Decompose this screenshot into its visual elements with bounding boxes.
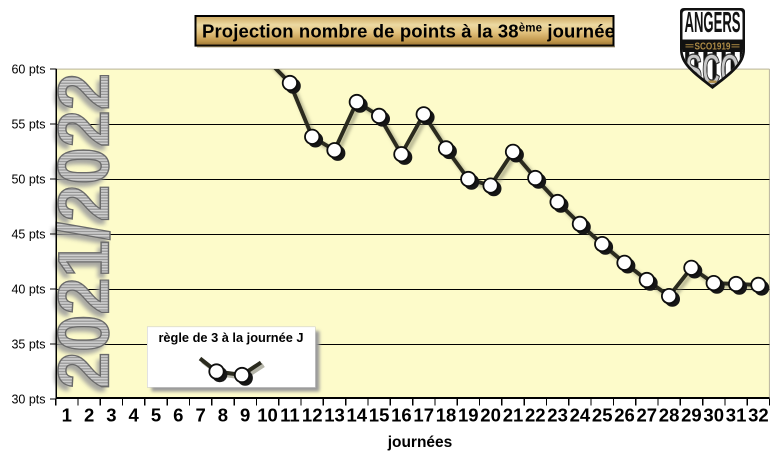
svg-text:SCO1919: SCO1919 (695, 41, 731, 52)
svg-text:35 pts: 35 pts (11, 338, 45, 352)
svg-text:15: 15 (369, 405, 390, 426)
svg-text:30: 30 (703, 405, 724, 426)
svg-text:19: 19 (458, 405, 479, 426)
svg-text:4: 4 (129, 405, 140, 426)
svg-text:10: 10 (257, 405, 278, 426)
svg-text:9: 9 (240, 405, 250, 426)
svg-text:Projection nombre de points à: Projection nombre de points à la 38ème j… (202, 20, 615, 41)
svg-text:5: 5 (151, 405, 161, 426)
svg-text:2: 2 (84, 405, 94, 426)
svg-text:25: 25 (592, 405, 613, 426)
svg-text:24: 24 (570, 405, 591, 426)
svg-text:40 pts: 40 pts (11, 283, 45, 297)
svg-text:20: 20 (480, 405, 501, 426)
svg-text:17: 17 (413, 405, 434, 426)
svg-text:28: 28 (659, 405, 680, 426)
svg-text:27: 27 (637, 405, 658, 426)
svg-text:29: 29 (681, 405, 702, 426)
svg-text:60 pts: 60 pts (11, 63, 45, 77)
svg-text:7: 7 (195, 405, 205, 426)
svg-text:13: 13 (324, 405, 345, 426)
svg-text:18: 18 (436, 405, 457, 426)
svg-text:21: 21 (503, 405, 524, 426)
svg-text:12: 12 (302, 405, 323, 426)
svg-text:31: 31 (726, 405, 747, 426)
svg-text:45 pts: 45 pts (11, 228, 45, 242)
svg-text:32: 32 (748, 405, 769, 426)
svg-text:50 pts: 50 pts (11, 173, 45, 187)
svg-text:26: 26 (614, 405, 635, 426)
svg-text:55 pts: 55 pts (11, 118, 45, 132)
svg-text:14: 14 (347, 405, 368, 426)
svg-text:22: 22 (525, 405, 546, 426)
svg-text:1: 1 (62, 405, 72, 426)
svg-text:11: 11 (280, 405, 300, 426)
svg-text:16: 16 (391, 405, 412, 426)
svg-text:journées: journées (387, 434, 453, 451)
svg-text:ANGERS: ANGERS (685, 7, 741, 39)
svg-text:8: 8 (218, 405, 228, 426)
svg-text:2021/2022: 2021/2022 (40, 78, 121, 394)
svg-text:règle de 3 à la journée J: règle de 3 à la journée J (158, 330, 303, 345)
svg-text:30 pts: 30 pts (11, 393, 45, 407)
svg-text:23: 23 (547, 405, 568, 426)
svg-text:3: 3 (106, 405, 116, 426)
svg-text:6: 6 (173, 405, 183, 426)
